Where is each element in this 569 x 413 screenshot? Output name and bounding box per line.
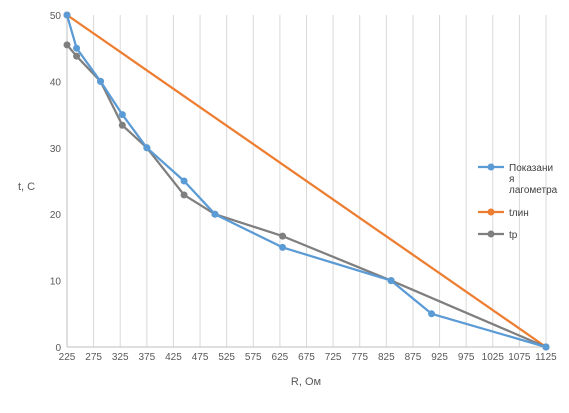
series-line — [66, 14, 547, 348]
x-axis-title: R, Ом — [291, 376, 321, 388]
data-point — [63, 11, 71, 19]
data-point — [63, 41, 71, 49]
x-tick-label: 275 — [85, 352, 102, 363]
data-point — [143, 144, 151, 152]
x-tick-label: 225 — [59, 352, 76, 363]
x-tick-label: 1075 — [508, 352, 531, 363]
series-line — [66, 44, 547, 349]
data-point — [73, 52, 81, 60]
legend-label: tр — [509, 230, 518, 241]
x-tick-label: 625 — [272, 352, 289, 363]
x-tick-label: 975 — [458, 352, 475, 363]
y-axis-title: t, С — [18, 181, 35, 193]
x-tick-label: 475 — [192, 352, 209, 363]
y-tick-label: 50 — [50, 11, 62, 22]
x-tick-label: 875 — [405, 352, 422, 363]
series-layer — [63, 11, 550, 351]
x-tick-label: 775 — [351, 352, 368, 363]
tick-labels: 225 275 325 375 425 475 525 575 625 675 725 775 825 8… — [50, 11, 557, 363]
data-point — [428, 310, 436, 318]
legend-swatch-marker — [487, 230, 495, 238]
legend-label: Показани я лагометра — [509, 163, 558, 196]
data-point — [118, 111, 126, 119]
grid-lines — [93, 15, 547, 347]
x-tick-label: 1025 — [482, 352, 505, 363]
legend-label: tлин — [509, 208, 529, 219]
y-tick-label: 40 — [50, 77, 62, 88]
x-tick-label: 925 — [431, 352, 448, 363]
x-tick-label: 325 — [112, 352, 129, 363]
y-tick-label: 10 — [50, 277, 62, 288]
data-point — [211, 210, 219, 218]
x-tick-label: 1125 — [535, 352, 557, 363]
data-point — [180, 191, 188, 199]
x-tick-label: 725 — [325, 352, 342, 363]
x-tick-label: 425 — [165, 352, 182, 363]
data-point — [279, 232, 287, 240]
x-tick-label: 525 — [218, 352, 235, 363]
data-point — [180, 177, 188, 185]
legend: Показани я лагометра tлин tр — [478, 163, 558, 241]
data-point — [279, 243, 287, 251]
x-tick-label: 825 — [378, 352, 395, 363]
legend-swatch-marker — [487, 163, 495, 171]
data-point — [542, 343, 550, 351]
x-tick-label: 675 — [298, 352, 315, 363]
data-point — [73, 44, 81, 52]
y-tick-label: 0 — [55, 343, 61, 354]
x-tick-label: 575 — [245, 352, 262, 363]
y-tick-label: 20 — [50, 210, 62, 221]
axes — [66, 15, 546, 348]
data-point — [387, 277, 395, 285]
data-point — [118, 121, 126, 129]
y-tick-label: 30 — [50, 144, 62, 155]
x-tick-label: 375 — [138, 352, 155, 363]
legend-swatch-marker — [487, 208, 495, 216]
data-point — [97, 77, 105, 85]
